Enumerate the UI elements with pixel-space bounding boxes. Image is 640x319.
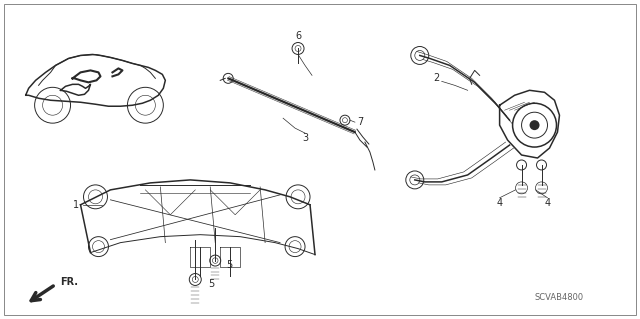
- Circle shape: [529, 120, 540, 130]
- Text: 4: 4: [545, 198, 550, 208]
- Text: 2: 2: [434, 73, 440, 83]
- Text: 7: 7: [356, 117, 363, 127]
- Text: 5: 5: [208, 279, 214, 289]
- Text: 3: 3: [302, 133, 308, 143]
- Text: FR.: FR.: [61, 278, 79, 287]
- Text: SCVAB4800: SCVAB4800: [535, 293, 584, 302]
- Text: 4: 4: [497, 198, 502, 208]
- Text: 6: 6: [295, 31, 301, 41]
- Text: 1: 1: [72, 200, 79, 210]
- Text: 5: 5: [226, 260, 232, 270]
